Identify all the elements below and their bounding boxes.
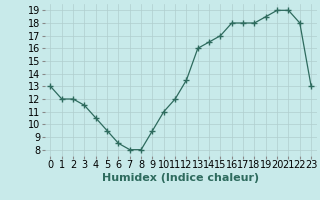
X-axis label: Humidex (Indice chaleur): Humidex (Indice chaleur) — [102, 173, 260, 183]
